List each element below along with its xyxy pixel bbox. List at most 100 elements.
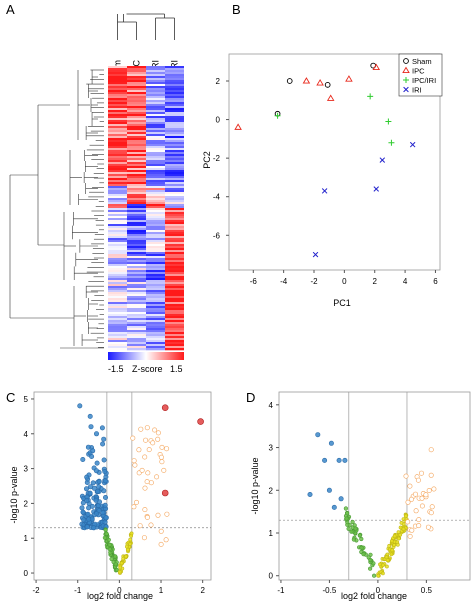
heatmap-cell [127,330,146,333]
heatmap-cell [108,86,127,89]
heatmap-cell [146,208,165,211]
heatmap-cell [165,84,184,87]
volcano-point [142,507,148,513]
volcano-point [315,432,321,438]
heatmap-cell [108,208,127,211]
heatmap-cell [165,180,184,183]
volcano-point [131,504,137,510]
heatmap-cell [146,298,165,301]
heatmap-cell [146,200,165,203]
volcano-point [387,544,392,548]
volcano-point [101,436,107,442]
volcano-ytick-label: 1 [24,534,29,543]
heatmap-cell [146,188,165,191]
volcano-xtick-label: -0.5 [323,586,337,595]
volcano-point [368,566,373,571]
heatmap-cell [108,262,127,265]
heatmap-cell [165,172,184,175]
heatmap-cell [146,108,165,111]
volcano-d-xlabel: log2 fold change [341,591,407,601]
volcano-point [409,527,415,533]
heatmap-cell [146,258,165,261]
heatmap-cell [165,126,184,129]
panel-label-c: C [6,390,15,405]
volcano-ytick-label: 1 [269,529,274,538]
volcano-ytick-label: 4 [269,401,274,410]
volcano-point [307,491,313,497]
heatmap-cell [127,192,146,195]
heatmap-cell [165,334,184,337]
volcano-point [119,561,124,566]
heatmap-cell [146,160,165,163]
heatmap-cell [146,174,165,177]
heatmap-cell [108,122,127,125]
heatmap-cell [165,176,184,179]
heatmap-cell [108,92,127,95]
heatmap-cell [146,284,165,287]
heatmap-cell [146,264,165,267]
heatmap-cell [127,344,146,347]
heatmap-cell [146,346,165,349]
volcano-xtick-label: 2 [200,586,205,595]
heatmap-cell [165,136,184,139]
volcano-point [403,514,408,519]
volcano-point [138,426,144,432]
heatmap-cell [108,134,127,137]
heatmap-cell [127,150,146,153]
heatmap-cell [146,236,165,239]
volcano-point [380,571,385,576]
heatmap-cell [127,172,146,175]
volcano-point [419,503,425,509]
heatmap-cell [127,222,146,225]
volcano-point [87,413,93,419]
heatmap-cell [127,160,146,163]
heatmap-cell [127,216,146,219]
heatmap-cell [108,160,127,163]
heatmap-cell [146,170,165,173]
volcano-point [137,523,143,529]
heatmap-cell [127,346,146,349]
heatmap-cell [146,218,165,221]
heatmap-cell [165,192,184,195]
heatmap-cell [146,210,165,213]
heatmap-cell [146,152,165,155]
heatmap-cell [146,192,165,195]
heatmap-cell [127,348,146,351]
heatmap-cell [165,326,184,329]
volcano-point [103,494,109,500]
heatmap-cell [108,256,127,259]
heatmap-cell [127,318,146,321]
volcano-point [107,546,112,552]
heatmap-cell [108,116,127,119]
pca-xtick-label: 4 [403,277,408,286]
volcano-point [392,534,397,539]
heatmap-cell [165,70,184,73]
volcano-point [398,525,403,530]
heatmap-cell [146,224,165,227]
heatmap-cell [146,80,165,83]
heatmap-cell [108,220,127,223]
heatmap-cell [146,238,165,241]
heatmap-cell [127,326,146,329]
volcano-point [405,499,411,505]
volcano-point [102,478,108,484]
volcano-point [106,537,111,543]
heatmap-cell [127,76,146,79]
heatmap-cell [146,94,165,97]
volcano-point [104,531,109,536]
heatmap-cell [127,152,146,155]
volcano-point [96,479,102,485]
heatmap-cell [146,110,165,113]
heatmap-cell [127,168,146,171]
heatmap-cell [108,322,127,325]
heatmap-cell [146,76,165,79]
heatmap-cell [127,282,146,285]
heatmap-cell [127,120,146,123]
heatmap-cell [127,332,146,335]
heatmap-cell [127,254,146,257]
heatmap-cell [127,132,146,135]
heatmap-cell [127,146,146,149]
volcano-point [91,485,97,491]
heatmap-cell [146,240,165,243]
heatmap-cell [146,150,165,153]
